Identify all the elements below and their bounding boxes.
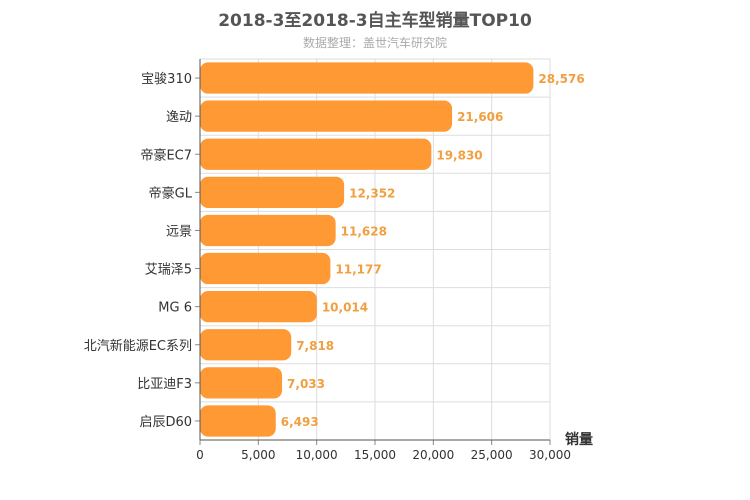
data-label: 11,177 bbox=[335, 263, 381, 277]
bar bbox=[200, 100, 453, 132]
x-tick-label: 10,000 bbox=[296, 448, 338, 462]
bar bbox=[200, 138, 432, 170]
bar bbox=[200, 291, 317, 323]
x-tick-label: 0 bbox=[196, 448, 204, 462]
category-label: 比亚迪F3 bbox=[137, 377, 192, 392]
labels: 0 5,000 10,000 15,000 20,000 25,000 30,000 宝骏31… bbox=[84, 72, 593, 462]
data-label: 21,606 bbox=[457, 110, 503, 124]
category-label: MG 6 bbox=[158, 301, 192, 316]
x-axis-title: 销量 bbox=[565, 431, 593, 448]
data-label: 11,628 bbox=[341, 224, 387, 238]
x-tick-label: 25,000 bbox=[471, 448, 513, 462]
bar bbox=[200, 62, 534, 94]
bar bbox=[200, 329, 292, 361]
bar bbox=[200, 405, 276, 437]
category-label: 艾瑞泽5 bbox=[145, 263, 192, 278]
bar bbox=[200, 176, 345, 208]
data-label: 6,493 bbox=[281, 415, 319, 429]
data-label: 12,352 bbox=[349, 186, 395, 200]
data-label: 28,576 bbox=[538, 72, 584, 86]
data-label: 10,014 bbox=[322, 301, 368, 315]
data-label: 7,818 bbox=[296, 339, 334, 353]
category-label: 宝骏310 bbox=[141, 72, 192, 87]
category-label: 逸动 bbox=[166, 110, 192, 125]
bar bbox=[200, 214, 336, 247]
bars bbox=[200, 62, 534, 437]
category-label: 启辰D60 bbox=[139, 415, 192, 430]
category-label: 北汽新能源EC系列 bbox=[84, 338, 192, 354]
data-label: 7,033 bbox=[287, 377, 325, 391]
axes bbox=[195, 59, 551, 445]
x-tick-label: 5,000 bbox=[241, 448, 275, 462]
x-tick-label: 30,000 bbox=[529, 448, 571, 462]
bar bbox=[200, 252, 331, 285]
x-tick-label: 15,000 bbox=[354, 448, 396, 462]
category-label: 远景 bbox=[166, 224, 192, 239]
category-label: 帝豪EC7 bbox=[140, 147, 192, 163]
grid-lines bbox=[200, 58, 551, 441]
data-label: 19,830 bbox=[436, 148, 482, 162]
chart-subtitle: 数据整理：盖世汽车研究院 bbox=[302, 36, 447, 50]
chart-title: 2018-3至2018-3自主车型销量TOP10 bbox=[218, 11, 532, 31]
bar bbox=[200, 367, 283, 399]
category-label: 帝豪GL bbox=[149, 185, 193, 201]
x-tick-label: 20,000 bbox=[412, 448, 454, 462]
